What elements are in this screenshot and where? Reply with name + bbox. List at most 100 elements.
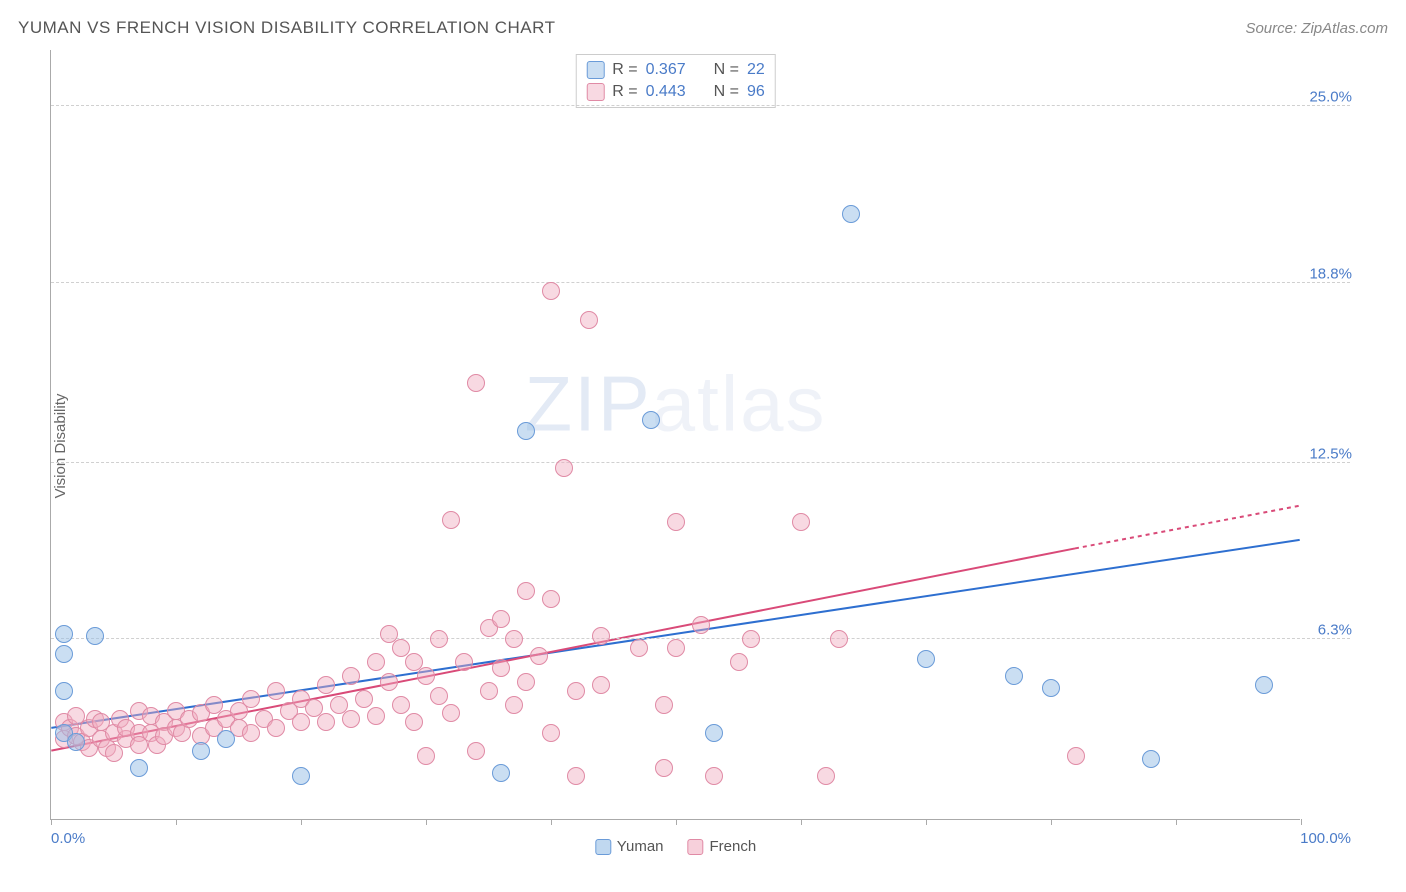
gridline (51, 282, 1350, 283)
scatter-point-french (705, 767, 723, 785)
x-tick-label: 0.0% (51, 830, 85, 847)
legend-r-value: 0.443 (646, 83, 686, 101)
scatter-point-french (655, 759, 673, 777)
watermark: ZIPatlas (524, 358, 826, 449)
chart-title: YUMAN VS FRENCH VISION DISABILITY CORREL… (18, 18, 555, 38)
y-tick-label: 12.5% (1309, 445, 1352, 462)
scatter-point-french (367, 707, 385, 725)
scatter-point-french (667, 639, 685, 657)
x-tick (1176, 819, 1177, 825)
scatter-point-french (517, 582, 535, 600)
scatter-point-yuman (55, 682, 73, 700)
scatter-point-french (267, 719, 285, 737)
scatter-point-french (792, 513, 810, 531)
legend-series: Yuman French (595, 838, 756, 855)
scatter-point-french (492, 659, 510, 677)
legend-swatch-icon (586, 83, 604, 101)
x-tick-label: 100.0% (1300, 830, 1351, 847)
scatter-point-french (317, 676, 335, 694)
legend-swatch-icon (586, 61, 604, 79)
x-tick (1051, 819, 1052, 825)
scatter-point-french (342, 667, 360, 685)
legend-swatch-icon (595, 839, 611, 855)
scatter-point-french (1067, 747, 1085, 765)
y-tick-label: 18.8% (1309, 265, 1352, 282)
scatter-point-french (242, 724, 260, 742)
scatter-point-french (417, 667, 435, 685)
scatter-point-yuman (642, 411, 660, 429)
scatter-point-yuman (917, 650, 935, 668)
y-tick-label: 6.3% (1318, 622, 1352, 639)
x-tick (551, 819, 552, 825)
legend-r-label: R = (612, 61, 637, 79)
scatter-point-yuman (1142, 750, 1160, 768)
scatter-point-french (405, 713, 423, 731)
x-tick (926, 819, 927, 825)
plot-area: ZIPatlas R =0.367N =22R =0.443N =96 Yuma… (50, 50, 1300, 820)
y-tick-label: 25.0% (1309, 89, 1352, 106)
scatter-point-french (317, 713, 335, 731)
scatter-point-french (592, 676, 610, 694)
scatter-point-french (430, 687, 448, 705)
scatter-point-french (567, 767, 585, 785)
scatter-point-yuman (67, 733, 85, 751)
scatter-point-french (730, 653, 748, 671)
x-tick (801, 819, 802, 825)
scatter-point-french (505, 630, 523, 648)
scatter-point-french (292, 713, 310, 731)
scatter-point-yuman (55, 645, 73, 663)
legend-n-label: N = (714, 83, 739, 101)
scatter-point-french (105, 744, 123, 762)
scatter-point-french (630, 639, 648, 657)
gridline (51, 105, 1350, 106)
scatter-point-french (655, 696, 673, 714)
x-tick (426, 819, 427, 825)
x-tick (301, 819, 302, 825)
legend-item-label: Yuman (617, 838, 664, 855)
x-tick (1301, 819, 1302, 825)
scatter-point-french (267, 682, 285, 700)
scatter-point-french (692, 616, 710, 634)
legend-n-label: N = (714, 61, 739, 79)
scatter-point-yuman (86, 627, 104, 645)
gridline (51, 462, 1350, 463)
scatter-point-french (342, 710, 360, 728)
scatter-point-yuman (1005, 667, 1023, 685)
scatter-point-yuman (217, 730, 235, 748)
scatter-point-french (542, 724, 560, 742)
scatter-point-french (480, 682, 498, 700)
scatter-point-french (367, 653, 385, 671)
gridline (51, 638, 1350, 639)
legend-stat-row: R =0.443N =96 (586, 81, 765, 103)
scatter-point-yuman (492, 764, 510, 782)
scatter-point-french (542, 282, 560, 300)
scatter-point-french (430, 630, 448, 648)
scatter-point-french (567, 682, 585, 700)
scatter-point-french (667, 513, 685, 531)
x-tick (176, 819, 177, 825)
scatter-point-yuman (55, 625, 73, 643)
legend-item-label: French (710, 838, 757, 855)
scatter-point-french (392, 696, 410, 714)
scatter-point-french (592, 627, 610, 645)
scatter-point-french (417, 747, 435, 765)
source-label: Source: ZipAtlas.com (1245, 20, 1388, 37)
scatter-point-yuman (705, 724, 723, 742)
scatter-point-yuman (1255, 676, 1273, 694)
scatter-point-yuman (192, 742, 210, 760)
scatter-point-french (817, 767, 835, 785)
scatter-point-yuman (842, 205, 860, 223)
legend-item: French (688, 838, 757, 855)
scatter-point-yuman (292, 767, 310, 785)
scatter-point-french (380, 673, 398, 691)
scatter-point-french (355, 690, 373, 708)
scatter-point-french (455, 653, 473, 671)
scatter-point-french (505, 696, 523, 714)
legend-item: Yuman (595, 838, 664, 855)
legend-stats: R =0.367N =22R =0.443N =96 (575, 54, 776, 108)
scatter-point-french (517, 673, 535, 691)
scatter-point-french (555, 459, 573, 477)
x-tick (676, 819, 677, 825)
scatter-point-yuman (1042, 679, 1060, 697)
legend-r-value: 0.367 (646, 61, 686, 79)
